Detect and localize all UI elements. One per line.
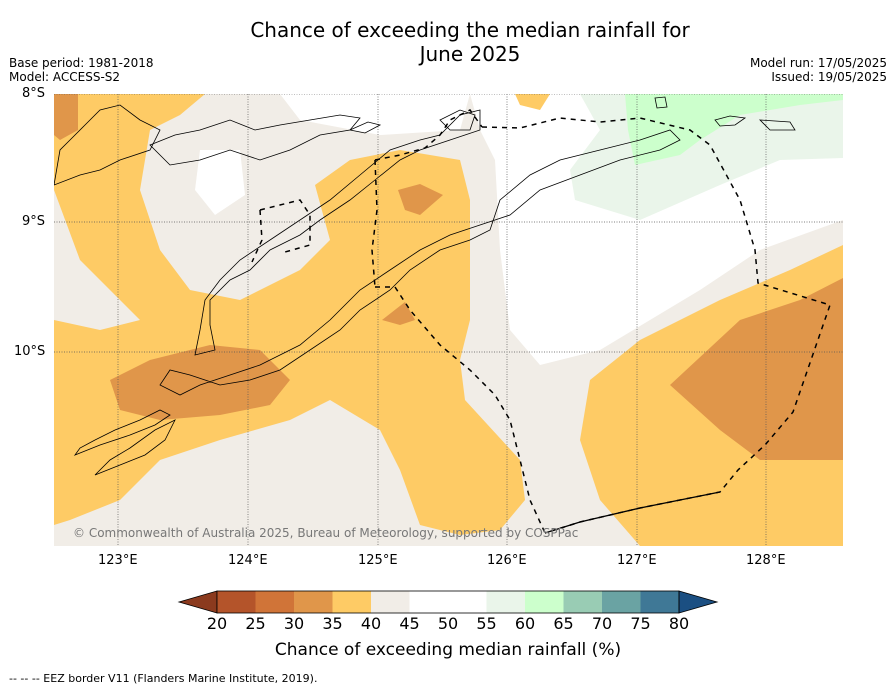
region-30-35-small <box>382 302 415 325</box>
lon-label-123e: 123°E <box>98 553 138 568</box>
colorbar-bin-30-35 <box>294 591 333 613</box>
colorbar-tick-50: 50 <box>437 614 459 633</box>
colorbar-bin-55-60 <box>486 591 525 613</box>
region-30-35-centre <box>398 184 443 215</box>
lat-label-10s: 10°S <box>14 344 46 359</box>
lon-label-126e: 126°E <box>487 553 527 568</box>
colorbar-outline <box>216 590 680 614</box>
colorbar-tick-20: 20 <box>206 614 228 633</box>
colorbar-tick-70: 70 <box>591 614 613 633</box>
colorbar-bin-25-30 <box>255 591 294 613</box>
base-period: Base period: 1981-2018 <box>9 56 154 70</box>
eez-border-oecusse <box>251 199 311 263</box>
region-40-45-inner <box>54 190 140 330</box>
lon-label-125e: 125°E <box>358 553 398 568</box>
colorbar-tick-80: 80 <box>668 614 690 633</box>
map-title-line2: June 2025 <box>419 42 521 66</box>
eez-border-timor <box>375 286 546 534</box>
colorbar-bin-40-45 <box>371 591 410 613</box>
lon-label-124e: 124°E <box>228 553 268 568</box>
colorbar <box>177 590 719 614</box>
colorbar-title: Chance of exceeding median rainfall (%) <box>274 640 622 660</box>
meta-right: Model run: 17/05/2025 Issued: 19/05/2025 <box>750 56 887 84</box>
eez-border-enclave <box>371 159 378 288</box>
copyright-notice: © Commonwealth of Australia 2025, Bureau… <box>73 526 579 540</box>
map-title-line1: Chance of exceeding the median rainfall … <box>250 18 690 42</box>
colorbar-high-extend <box>678 590 719 614</box>
colorbar-bin-75-80 <box>640 591 679 613</box>
lon-label-128e: 128°E <box>746 553 786 568</box>
issued-date: Issued: 19/05/2025 <box>771 70 887 84</box>
colorbar-tick-40: 40 <box>360 614 382 633</box>
model-run: Model run: 17/05/2025 <box>749 56 887 70</box>
colorbar-tick-65: 65 <box>553 614 574 633</box>
colorbar-bin-65-70 <box>563 591 602 613</box>
model-name: Model: ACCESS-S2 <box>9 70 121 84</box>
lat-label-8s: 8°S <box>22 86 46 101</box>
colorbar-bin-70-75 <box>602 591 641 613</box>
colorbar-tick-35: 35 <box>322 614 343 633</box>
colorbar-tick-30: 30 <box>283 614 305 633</box>
colorbar-low-extend <box>177 590 218 614</box>
map-plot-area <box>54 94 843 546</box>
region-30-35-southwest <box>110 345 290 420</box>
colorbar-bin-35-40 <box>332 591 371 613</box>
region-35-40-north <box>515 94 550 110</box>
eez-footnote: -- -- -- EEZ border V11 (Flanders Marine… <box>9 672 318 685</box>
colorbar-tick-25: 25 <box>245 614 266 633</box>
eez-border-north <box>374 109 483 161</box>
region-60-65 <box>625 94 843 165</box>
eez-border-south-solid <box>544 491 721 534</box>
colorbar-tick-45: 45 <box>399 614 420 633</box>
colorbar-bin-50-55 <box>448 591 487 613</box>
region-30-35-east <box>670 278 843 460</box>
region-45-55-north <box>280 94 470 135</box>
region-30-35-northwest <box>54 94 78 140</box>
colorbar-bin-20-25 <box>217 591 256 613</box>
colorbar-bin-45-50 <box>409 591 448 613</box>
colorbar-tick-60: 60 <box>514 614 536 633</box>
lon-label-127e: 127°E <box>617 553 657 568</box>
gridlines <box>54 94 843 546</box>
region-45-55-west <box>195 150 245 215</box>
colorbar-tick-75: 75 <box>630 614 651 633</box>
colorbar-tick-55: 55 <box>476 614 497 633</box>
lat-label-9s: 9°S <box>22 214 46 229</box>
meta-left: Base period: 1981-2018 Model: ACCESS-S2 <box>9 56 154 84</box>
map-title: Chance of exceeding the median rainfall … <box>0 18 896 66</box>
colorbar-bin-60-65 <box>525 591 564 613</box>
